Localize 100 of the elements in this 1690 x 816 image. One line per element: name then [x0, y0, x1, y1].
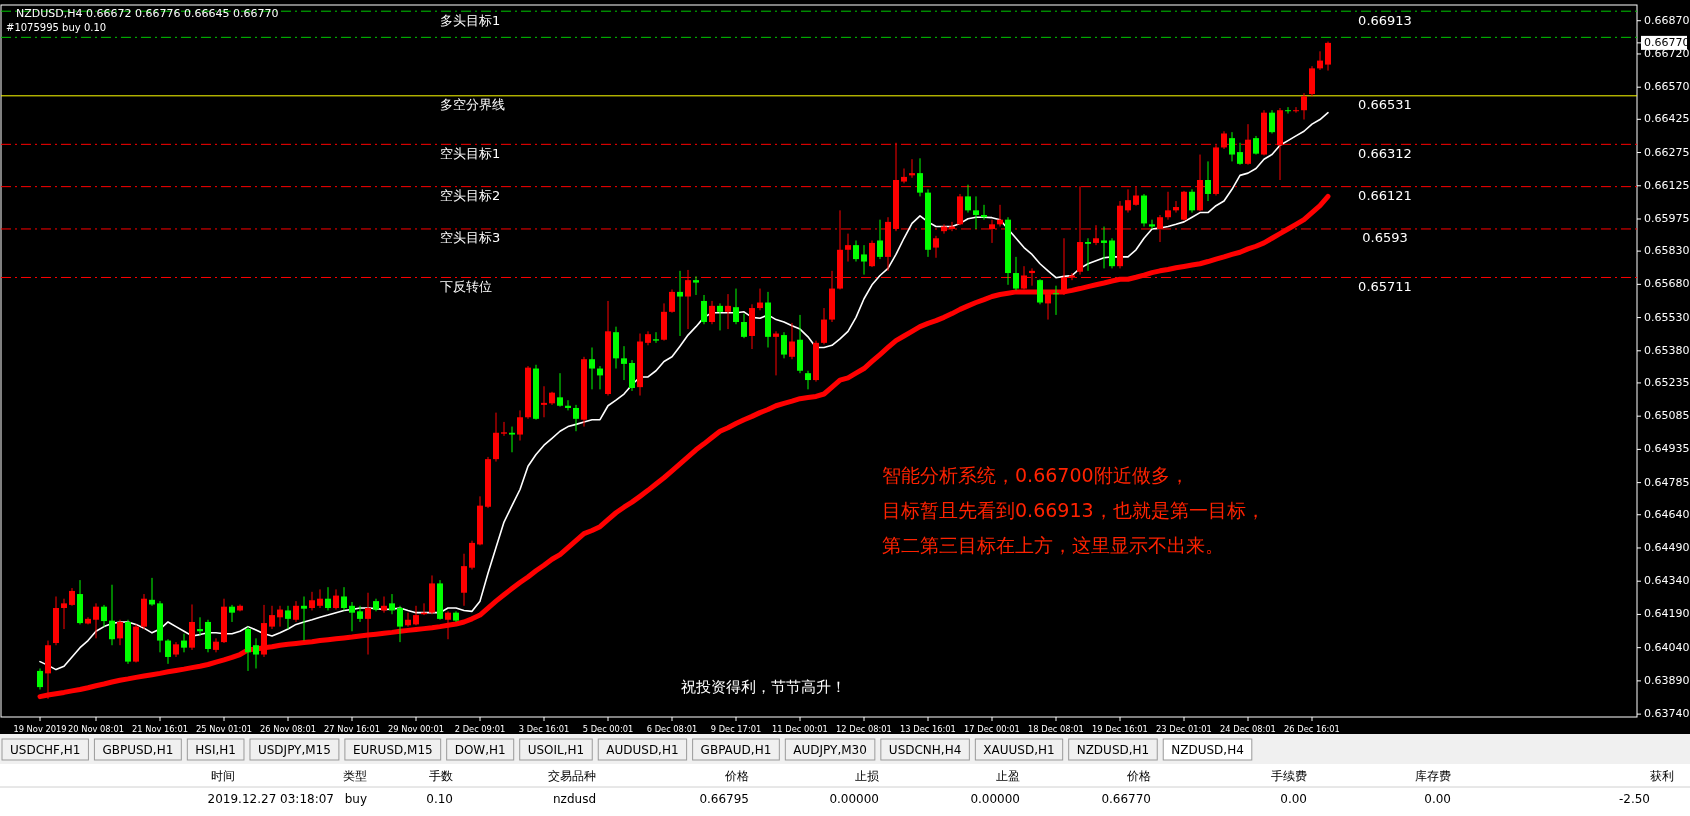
candlestick [269, 605, 275, 630]
ref-line-label: 空头目标1 [440, 145, 501, 161]
candlestick [1229, 131, 1235, 162]
y-tick-label: 0.64935 [1644, 442, 1690, 456]
annotation: #1075995 buy 0.10 [6, 22, 107, 34]
candlestick [845, 233, 851, 263]
candlestick [349, 601, 355, 632]
text: 0.66770 [1101, 791, 1151, 806]
candlestick [181, 633, 187, 653]
candlestick [1293, 106, 1299, 114]
text: NZDUSD,H1 [1076, 742, 1150, 757]
text: 止损 [855, 768, 879, 783]
text: buy [344, 791, 367, 806]
candlestick [869, 239, 875, 268]
text: nzdusd [553, 791, 596, 806]
candlestick [1085, 237, 1091, 272]
candlestick [933, 235, 939, 259]
x-tick-label: 5 Dec 00:01 [582, 723, 634, 734]
candlestick [333, 588, 339, 611]
x-tick-label: 19 Nov 2019 [13, 723, 67, 734]
candlestick [501, 421, 507, 437]
y-tick-label: 0.64190 [1644, 607, 1690, 621]
annotation: 0.66913 [1358, 12, 1412, 28]
y-tick-label: 0.64340 [1644, 574, 1690, 588]
text: 手数 [429, 768, 453, 783]
text: 止盈 [996, 768, 1020, 783]
candlestick [981, 204, 987, 221]
annotation: 第二第三目标在上方，这里显示不出来。 [882, 533, 1224, 556]
candlestick [621, 345, 627, 381]
candlestick [805, 370, 811, 390]
text: XAUUSD,H1 [983, 742, 1055, 757]
text: 0.66795 [699, 791, 749, 806]
text: HSI,H1 [195, 742, 236, 757]
candlestick [1205, 160, 1211, 202]
candlestick [717, 302, 723, 331]
x-tick-label: 23 Dec 01:01 [1156, 723, 1212, 734]
candlestick [677, 270, 683, 337]
text: 0.10 [426, 791, 453, 806]
candlestick [117, 619, 123, 646]
candlestick [589, 346, 595, 390]
y-tick-label: 0.65530 [1644, 310, 1690, 324]
text: USOIL,H1 [527, 742, 585, 757]
candlestick [517, 409, 523, 442]
x-tick-label: 6 Dec 08:01 [646, 723, 698, 734]
text: NZDUSD,H4 [1171, 742, 1244, 757]
text: USDJPY,M15 [257, 742, 331, 757]
candlestick [1037, 278, 1043, 305]
y-tick-label: 0.65680 [1644, 277, 1690, 291]
candlestick [341, 586, 347, 611]
y-tick-label: 0.64785 [1644, 475, 1690, 489]
candlestick [317, 588, 323, 609]
y-tick-label: 0.65830 [1644, 244, 1690, 258]
x-tick-label: 19 Dec 16:01 [1092, 723, 1148, 734]
y-tick-label: 0.66870 [1644, 13, 1690, 27]
y-tick-label: 0.64040 [1644, 640, 1690, 654]
candlestick [1189, 188, 1195, 214]
ref-line-label: 多空分界线 [440, 97, 505, 113]
text: 库存费 [1415, 768, 1451, 783]
chart-title: NZDUSD,H4 0.66672 0.66776 0.66645 0.66770 [16, 7, 279, 20]
candlestick [285, 605, 291, 630]
candlestick [757, 288, 763, 311]
x-tick-label: 24 Dec 08:01 [1220, 723, 1276, 734]
y-tick-label: 0.64640 [1644, 507, 1690, 521]
x-tick-label: 29 Nov 00:01 [388, 723, 444, 734]
candlestick [821, 307, 827, 345]
candlestick [965, 184, 971, 214]
annotation: 0.66121 [1358, 188, 1412, 204]
y-tick-label: 0.65380 [1644, 343, 1690, 357]
text: 类型 [343, 768, 367, 783]
candlestick [37, 667, 43, 691]
candlestick [541, 385, 547, 418]
candlestick [709, 300, 715, 325]
text: 交易品种 [548, 768, 596, 783]
text: GBPAUD,H1 [700, 742, 772, 757]
candlestick [413, 605, 419, 626]
text: 时间 [211, 768, 235, 783]
candlestick [1101, 226, 1107, 269]
y-tick-label: 0.64490 [1644, 540, 1690, 554]
x-tick-label: 26 Dec 16:01 [1284, 723, 1340, 734]
y-tick-label: 0.66425 [1644, 112, 1690, 126]
candlestick [917, 157, 923, 197]
candlestick [557, 372, 563, 408]
candlestick [733, 288, 739, 325]
candlestick [325, 586, 331, 611]
candlestick [61, 598, 67, 630]
annotation: 祝投资得利，节节高升！ [680, 677, 846, 696]
candlestick [245, 626, 251, 672]
candlestick [853, 239, 859, 263]
annotation: 0.65711 [1358, 278, 1412, 294]
text: DOW,H1 [454, 742, 506, 757]
candlestick [789, 322, 795, 360]
candlestick [1285, 106, 1291, 115]
annotation: 智能分析系统，0.66700附近做多， [882, 463, 1189, 486]
candlestick [1165, 191, 1171, 221]
x-tick-label: 9 Dec 17:01 [710, 723, 762, 734]
candlestick [653, 331, 659, 344]
candlestick [1237, 142, 1243, 166]
candlestick [973, 195, 979, 230]
x-tick-label: 27 Nov 16:01 [324, 723, 380, 734]
candlestick [901, 167, 907, 184]
